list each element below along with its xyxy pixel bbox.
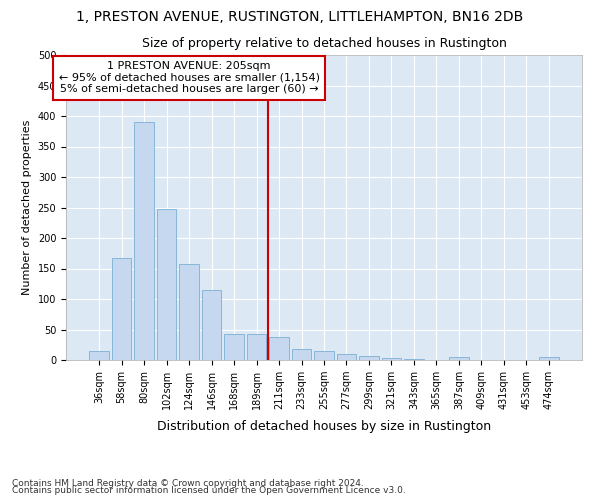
Bar bbox=[247, 334, 266, 360]
X-axis label: Distribution of detached houses by size in Rustington: Distribution of detached houses by size … bbox=[157, 420, 491, 434]
Text: 1 PRESTON AVENUE: 205sqm
← 95% of detached houses are smaller (1,154)
5% of semi: 1 PRESTON AVENUE: 205sqm ← 95% of detach… bbox=[59, 61, 320, 94]
Bar bbox=[359, 356, 379, 360]
Y-axis label: Number of detached properties: Number of detached properties bbox=[22, 120, 32, 295]
Bar bbox=[157, 208, 176, 360]
Text: 1, PRESTON AVENUE, RUSTINGTON, LITTLEHAMPTON, BN16 2DB: 1, PRESTON AVENUE, RUSTINGTON, LITTLEHAM… bbox=[76, 10, 524, 24]
Bar bbox=[292, 349, 311, 360]
Bar bbox=[269, 337, 289, 360]
Title: Size of property relative to detached houses in Rustington: Size of property relative to detached ho… bbox=[142, 36, 506, 50]
Bar bbox=[539, 357, 559, 360]
Text: Contains public sector information licensed under the Open Government Licence v3: Contains public sector information licen… bbox=[12, 486, 406, 495]
Bar bbox=[134, 122, 154, 360]
Bar bbox=[224, 334, 244, 360]
Bar bbox=[202, 290, 221, 360]
Bar bbox=[337, 354, 356, 360]
Bar bbox=[404, 359, 424, 360]
Bar bbox=[314, 351, 334, 360]
Bar bbox=[449, 357, 469, 360]
Bar bbox=[112, 258, 131, 360]
Bar bbox=[382, 358, 401, 360]
Text: Contains HM Land Registry data © Crown copyright and database right 2024.: Contains HM Land Registry data © Crown c… bbox=[12, 478, 364, 488]
Bar bbox=[179, 264, 199, 360]
Bar bbox=[89, 352, 109, 360]
